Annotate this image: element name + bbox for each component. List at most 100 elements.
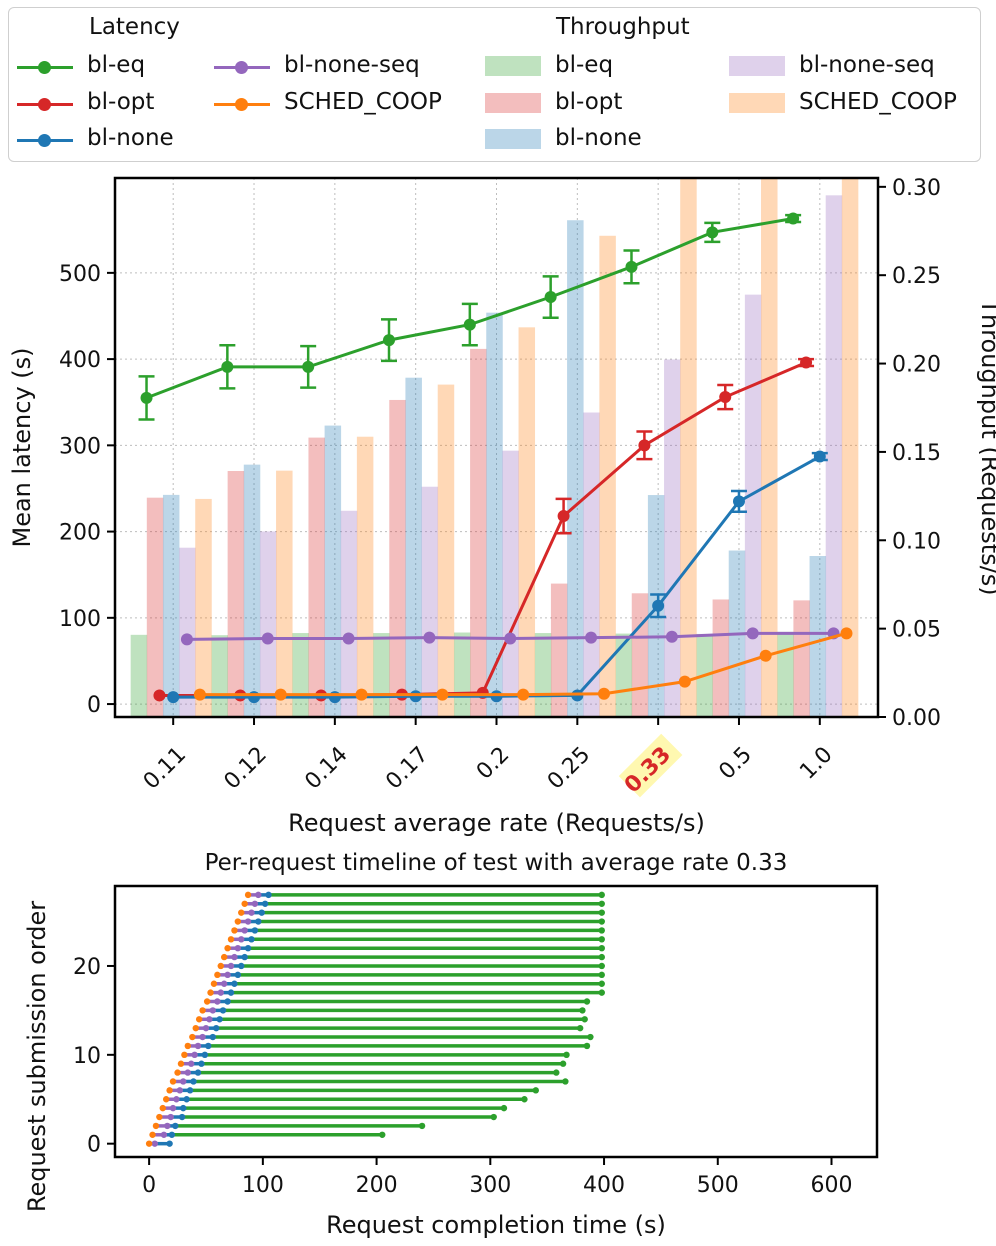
point-latency-bl-eq (625, 260, 638, 273)
segment-end-bl-eq (598, 918, 605, 925)
segment-end-bl-none (244, 944, 252, 952)
segment-end-SCHED_COOP (145, 1140, 153, 1147)
point-latency-bl-opt (638, 439, 651, 452)
segment-end-bl-none-seq (220, 980, 228, 987)
point-latency-bl-none (248, 691, 261, 704)
latency-throughput-chart: 0 100 200 300 400 500 0.00 0.05 0.10 0.15 0.20 0.25… (8, 176, 996, 837)
legend-patch-bl-opt (485, 93, 541, 113)
point-latency-bl-none (409, 690, 422, 703)
x-tick-label: 0.12 (220, 742, 272, 794)
segment-end-bl-eq (598, 936, 605, 943)
segment-end-bl-none (180, 1104, 187, 1112)
bar-throughput-bl-none (405, 377, 422, 717)
timeline-y-tick-label: 10 (73, 1044, 101, 1069)
legend-label-throughput-bl-none-seq: bl-none-seq (799, 52, 935, 78)
legend-label-throughput-bl-eq: bl-eq (555, 52, 614, 78)
point-latency-bl-none-seq (585, 631, 598, 644)
point-latency-SCHED_COOP (355, 688, 368, 701)
segment-end-SCHED_COOP (192, 1024, 199, 1032)
segment-end-bl-none (234, 971, 242, 979)
segment-end-bl-none (201, 1051, 209, 1059)
point-latency-bl-opt (557, 510, 570, 523)
segment-end-bl-none (261, 900, 269, 907)
x-tick-label: 0.11 (139, 742, 191, 794)
point-latency-SCHED_COOP (193, 688, 206, 701)
bar-throughput-bl-none (243, 464, 261, 717)
segment-end-bl-eq (598, 909, 605, 916)
segment-end-bl-eq (581, 1016, 588, 1023)
segment-end-bl-none-seq (194, 1042, 202, 1050)
point-latency-bl-eq (302, 360, 315, 373)
segment-end-SCHED_COOP (244, 891, 252, 899)
y-tick-label: 300 (59, 434, 101, 459)
segment-end-bl-none-seq (231, 953, 238, 961)
segment-end-bl-none (248, 936, 255, 943)
segment-end-SCHED_COOP (177, 1060, 185, 1067)
legend-latency-title: Latency (89, 14, 180, 40)
legend-marker-SCHED_COOP (235, 98, 248, 111)
segment-end-bl-none (205, 1042, 212, 1050)
segment-end-SCHED_COOP (169, 1078, 177, 1085)
timeline-x-axis-label: Request completion time (s) (326, 1211, 666, 1239)
bar-throughput-bl-opt (389, 399, 406, 717)
point-latency-SCHED_COOP (759, 649, 772, 662)
segment-end-bl-none-seq (191, 1051, 198, 1059)
bar-throughput-SCHED_COOP (195, 498, 212, 717)
timeline-x-tick-label: 400 (583, 1173, 625, 1198)
segment-end-bl-eq (598, 900, 605, 907)
segment-end-bl-none (172, 1122, 179, 1130)
segment-end-bl-none-seq (209, 1007, 217, 1014)
point-latency-bl-eq (383, 334, 396, 347)
point-latency-bl-eq (221, 360, 234, 373)
bar-throughput-bl-none-seq (664, 359, 681, 717)
y-tick-label: 100 (59, 607, 101, 632)
point-latency-bl-none-seq (180, 633, 193, 646)
segment-end-bl-none (190, 1078, 197, 1085)
segment-end-SCHED_COOP (159, 1104, 166, 1112)
legend-label-throughput-bl-opt: bl-opt (555, 89, 623, 115)
legend-label-throughput-bl-none: bl-none (555, 125, 642, 151)
bar-throughput-bl-opt (631, 593, 649, 717)
point-latency-bl-eq (463, 318, 476, 331)
segment-end-SCHED_COOP (234, 918, 242, 925)
segment-end-bl-none-seq (173, 1096, 180, 1103)
legend-patch-bl-eq (485, 56, 541, 76)
timeline-x-tick-label: 200 (356, 1173, 398, 1198)
segment-end-bl-none (178, 1113, 186, 1121)
segment-end-SCHED_COOP (184, 1042, 191, 1050)
point-latency-bl-none-seq (423, 631, 436, 644)
segment-end-bl-none (209, 1033, 217, 1041)
legend-marker-bl-none-seq (235, 61, 248, 74)
bar-throughput-bl-none-seq (421, 486, 439, 717)
point-latency-SCHED_COOP (517, 688, 530, 701)
y-tick-label: 500 (59, 262, 101, 287)
bar-throughput-SCHED_COOP (518, 327, 536, 717)
bar-throughput-bl-none-seq (825, 195, 843, 717)
point-latency-SCHED_COOP (274, 688, 287, 701)
segment-end-bl-none (198, 1060, 205, 1067)
segment-end-bl-eq (587, 1033, 594, 1041)
y2-tick-label: 0.10 (892, 529, 941, 554)
x-tick-label: 1.0 (795, 742, 837, 784)
segment-end-bl-none (168, 1131, 176, 1138)
segment-end-SCHED_COOP (152, 1122, 160, 1130)
segment-end-SCHED_COOP (189, 1033, 196, 1041)
bar-throughput-bl-eq (453, 632, 471, 717)
y-tick-label: 400 (59, 348, 101, 373)
segment-end-SCHED_COOP (162, 1096, 170, 1103)
segment-end-bl-none-seq (199, 1033, 206, 1041)
segment-end-bl-eq (490, 1113, 497, 1121)
segment-end-bl-none (194, 1069, 202, 1076)
legend-patch-bl-none (485, 129, 541, 149)
y2-tick-label: 0.20 (892, 353, 941, 378)
segment-end-bl-none-seq (241, 927, 248, 934)
segment-end-SCHED_COOP (214, 971, 221, 979)
segment-end-bl-eq (598, 927, 605, 934)
y2-tick-label: 0.30 (892, 176, 941, 201)
segment-end-bl-eq (598, 989, 605, 996)
segment-end-SCHED_COOP (210, 980, 218, 987)
point-latency-bl-opt (153, 689, 166, 702)
bar-throughput-bl-none-seq (340, 510, 358, 717)
segment-end-bl-eq (562, 1078, 569, 1085)
